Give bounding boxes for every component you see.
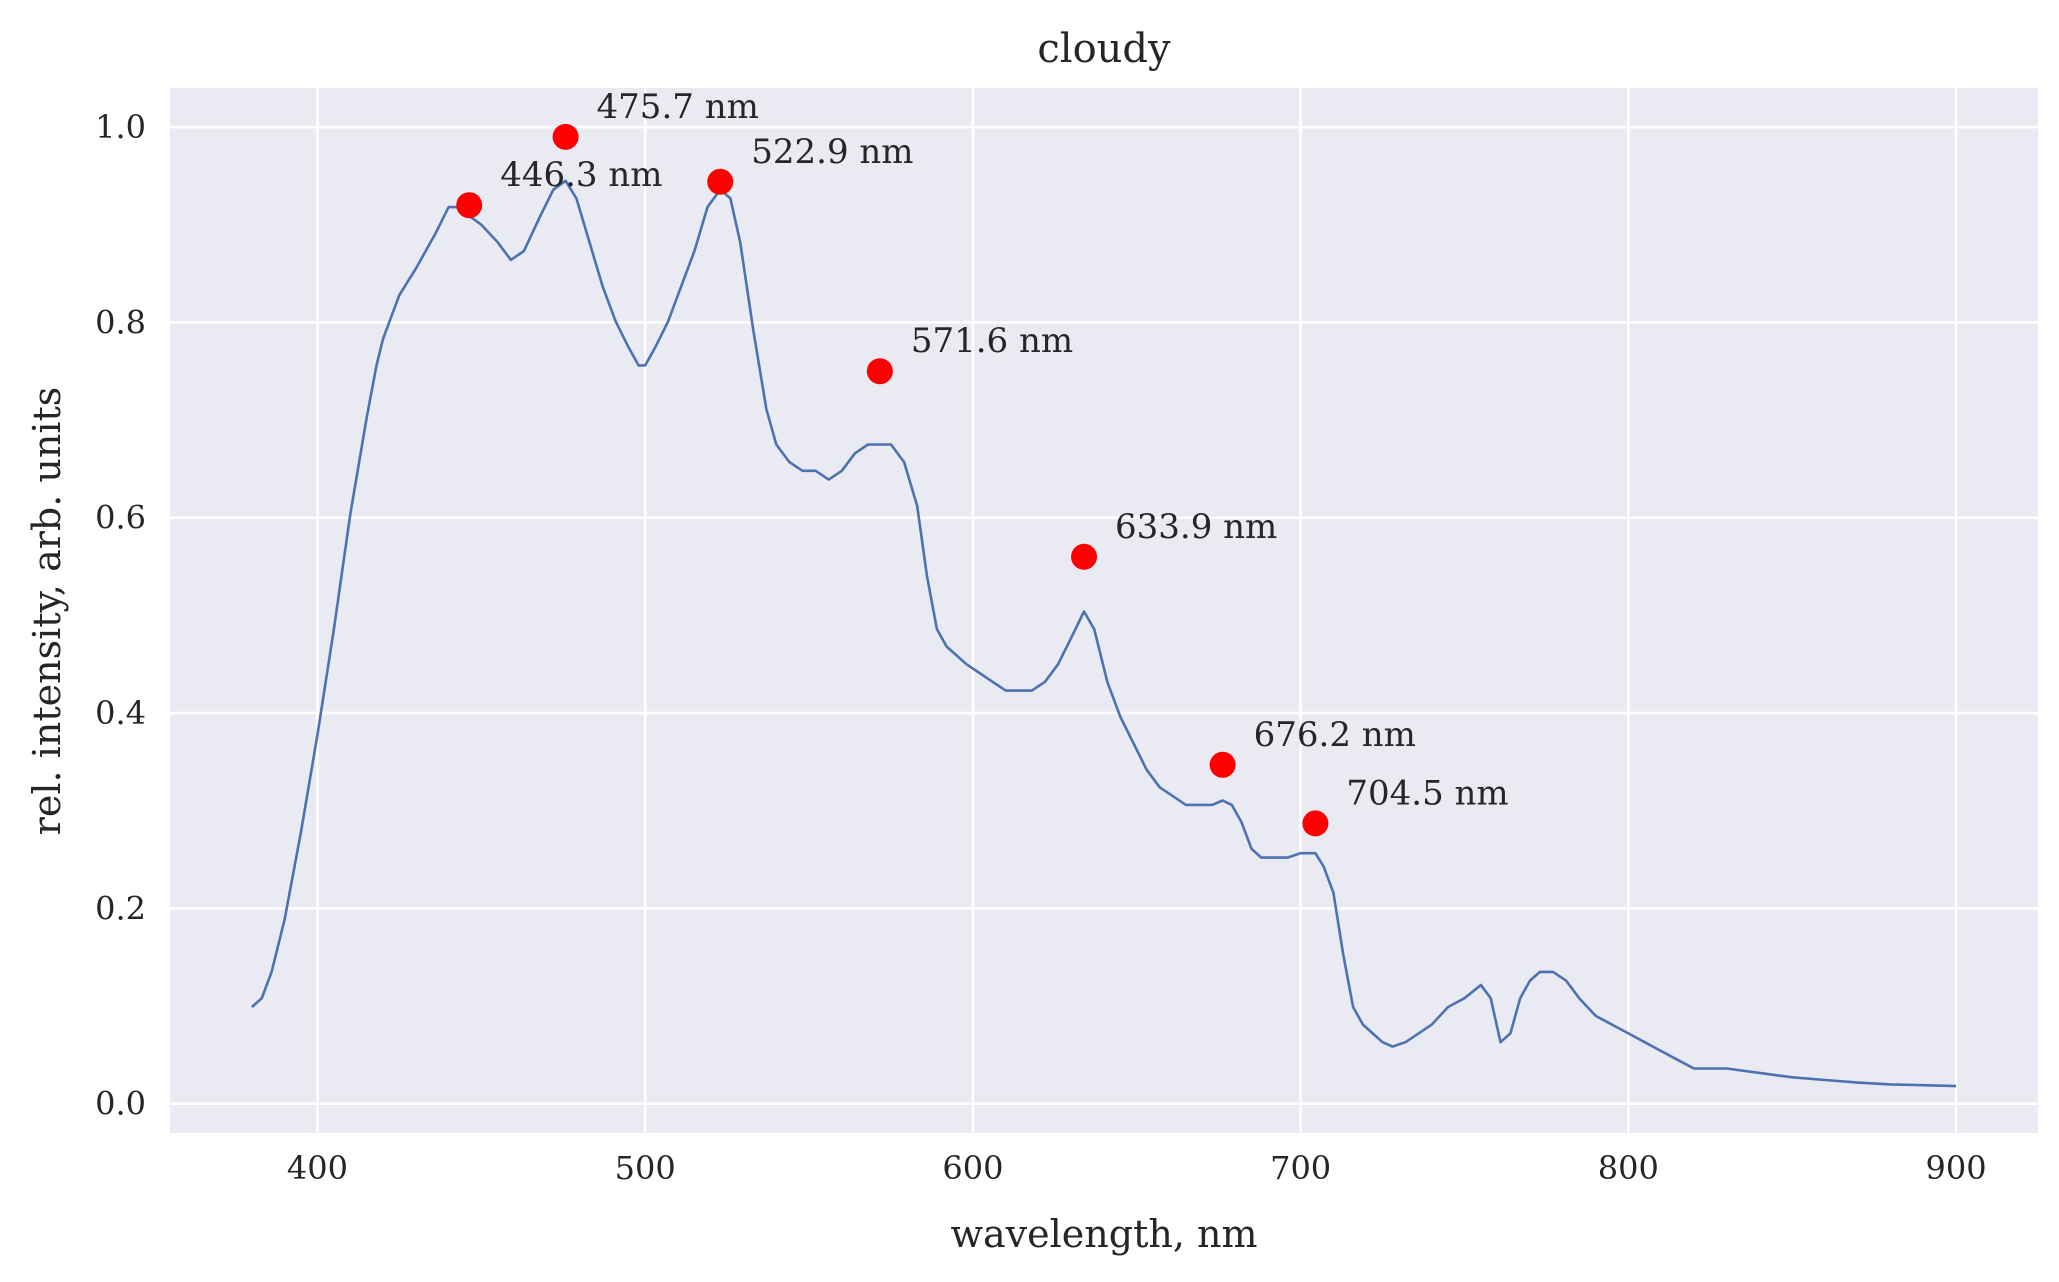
y-tick-label: 0.8 [95, 303, 146, 341]
peak-label: 704.5 nm [1346, 773, 1508, 813]
x-tick-label: 400 [287, 1149, 348, 1187]
peak-marker [1071, 543, 1098, 570]
peak-label: 475.7 nm [597, 87, 759, 127]
peak-label: 676.2 nm [1254, 715, 1416, 755]
y-axis-label: rel. intensity, arb. units [25, 387, 69, 836]
spectrum-line [251, 179, 1957, 1088]
x-tick-label: 500 [615, 1149, 676, 1187]
y-tick-label: 0.6 [95, 499, 146, 537]
peak-marker [866, 358, 893, 385]
x-tick-label: 600 [942, 1149, 1003, 1187]
peak-label: 633.9 nm [1115, 507, 1277, 547]
y-tick-label: 0.4 [95, 694, 146, 732]
x-tick-label: 800 [1598, 1149, 1659, 1187]
peak-marker [552, 123, 579, 150]
chart-title: cloudy [1037, 26, 1171, 72]
plot-background [170, 88, 2038, 1133]
x-axis-label: wavelength, nm [951, 1212, 1258, 1256]
peak-marker [1302, 810, 1329, 837]
peak-markers [456, 123, 1329, 837]
peak-annotations: 446.3 nm 475.7 nm 522.9 nm 571.6 nm 633.9 nm… [500, 87, 1508, 814]
y-tick-label: 0.0 [95, 1085, 146, 1123]
peak-label: 446.3 nm [500, 155, 662, 195]
peak-marker [1209, 751, 1236, 778]
grid [170, 88, 2038, 1133]
peak-marker [707, 168, 734, 195]
peak-marker [456, 192, 483, 219]
tick-labels: 400 500 600 700 800 900 0.0 0.2 0.4 0.6 0.8 1.0 [95, 108, 1987, 1187]
y-tick-label: 0.2 [95, 889, 146, 927]
x-tick-label: 900 [1926, 1149, 1987, 1187]
peak-label: 571.6 nm [911, 321, 1073, 361]
peak-label: 522.9 nm [751, 132, 913, 172]
y-tick-label: 1.0 [95, 108, 146, 146]
x-tick-label: 700 [1270, 1149, 1331, 1187]
